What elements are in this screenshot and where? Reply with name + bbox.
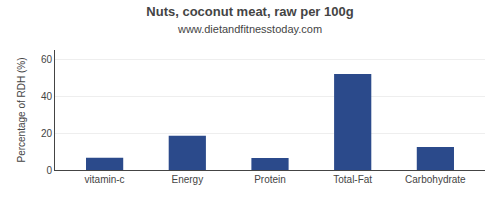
svg-text:40: 40 [41, 91, 53, 102]
svg-text:Percentage of RDH (%): Percentage of RDH (%) [16, 57, 27, 162]
svg-text:Protein: Protein [254, 174, 286, 185]
svg-text:Carbohydrate: Carbohydrate [405, 174, 466, 185]
svg-text:Nuts, coconut meat, raw per 10: Nuts, coconut meat, raw per 100gwww.diet… [146, 4, 353, 35]
svg-text:vitamin-c: vitamin-c [85, 174, 125, 185]
svg-text:Total-Fat: Total-Fat [333, 174, 372, 185]
svg-text:Energy: Energy [171, 174, 203, 185]
svg-text:20: 20 [41, 128, 53, 139]
svg-text:0: 0 [46, 165, 52, 176]
svg-text:60: 60 [41, 54, 53, 65]
